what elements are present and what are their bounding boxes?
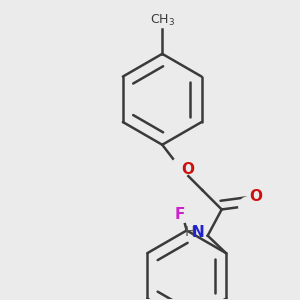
Text: H: H (185, 225, 196, 239)
Text: O: O (182, 162, 194, 177)
Text: N: N (191, 225, 204, 240)
Text: F: F (175, 207, 185, 222)
Text: O: O (250, 189, 263, 204)
Text: CH$_3$: CH$_3$ (150, 13, 175, 28)
